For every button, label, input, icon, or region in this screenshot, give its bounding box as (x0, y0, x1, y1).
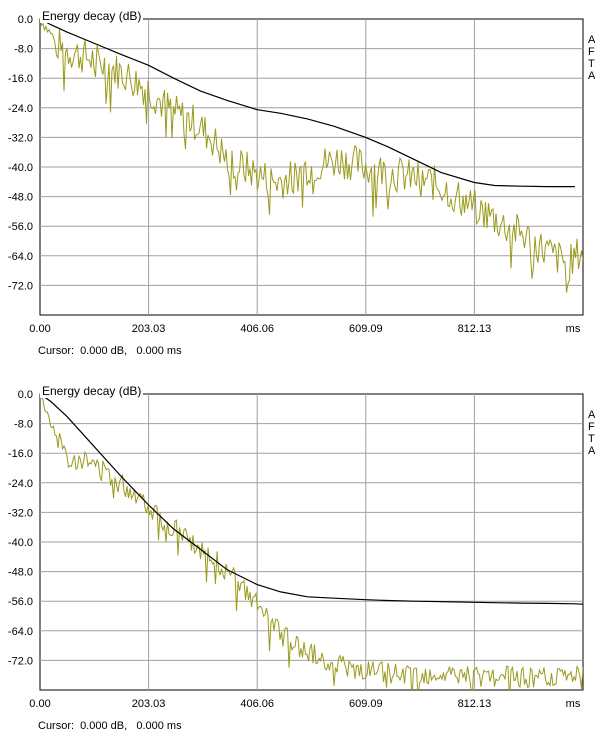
decay-chart-bottom: 0.0 -8.0 -16.0 -24.0 -32.0 -40.0 -48.0 -56.0 -64… (0, 375, 595, 735)
side-info: A F T A (588, 34, 595, 82)
x-tick-label: 406.06 (240, 323, 274, 335)
x-tick-label: 0.00 (29, 698, 50, 710)
cursor-value: 0.000 dB, 0.000 ms (80, 345, 182, 357)
side-info-line: F (588, 421, 595, 433)
x-tick-label: 609.09 (349, 698, 383, 710)
y-tick-label: -48.0 (8, 567, 33, 579)
y-tick-label: -56.0 (8, 596, 33, 608)
y-tick-label: -8.0 (14, 419, 33, 431)
x-tick-label: ms (566, 323, 581, 335)
side-info-line: F (588, 46, 595, 58)
side-info-line: A (588, 409, 595, 421)
cursor-readout: Cursor: 0.000 dB, 0.000 ms (38, 720, 182, 732)
y-tick-label: -32.0 (8, 132, 33, 144)
y-tick-label: -40.0 (8, 537, 33, 549)
series-decay-line (40, 394, 583, 605)
x-tick-label: 609.09 (349, 323, 383, 335)
y-tick-label: -72.0 (8, 655, 33, 667)
x-tick-label: 203.03 (132, 698, 166, 710)
cursor-label: Cursor: (38, 345, 75, 357)
side-info-line: A (588, 34, 595, 46)
y-tick-label: -56.0 (8, 221, 33, 233)
y-tick-label: 0.0 (18, 389, 33, 401)
y-tick-label: -16.0 (8, 448, 33, 460)
chart-title: Energy decay (dB) (40, 9, 144, 23)
side-info: A F T A (588, 409, 595, 457)
chart-plot-top: 0.0 -8.0 -16.0 -24.0 -32.0 -40.0 -48.0 -56.0 -64… (8, 14, 584, 335)
chart-plot-bottom: 0.0 -8.0 -16.0 -24.0 -32.0 -40.0 -48.0 -56.0 -64… (8, 389, 584, 710)
y-tick-label: -64.0 (8, 251, 33, 263)
decay-chart-top: 0.0 -8.0 -16.0 -24.0 -32.0 -40.0 -48.0 -56.0 -64… (0, 0, 595, 360)
side-info-line: A (588, 70, 595, 82)
cursor-label: Cursor: (38, 720, 75, 732)
y-tick-label: -16.0 (8, 73, 33, 85)
y-tick-label: -8.0 (14, 44, 33, 56)
y-tick-label: -32.0 (8, 507, 33, 519)
x-tick-label: 812.13 (458, 323, 492, 335)
series-etc-line (40, 19, 583, 293)
x-tick-label: 812.13 (458, 698, 492, 710)
y-tick-label: -40.0 (8, 162, 33, 174)
chart-title: Energy decay (dB) (40, 384, 144, 398)
y-tick-label: -24.0 (8, 103, 33, 115)
y-tick-label: -24.0 (8, 478, 33, 490)
x-tick-label: 406.06 (240, 698, 274, 710)
y-tick-label: 0.0 (18, 14, 33, 26)
x-tick-label: 203.03 (132, 323, 166, 335)
side-info-line: A (588, 445, 595, 457)
x-tick-label: ms (566, 698, 581, 710)
series-etc-line (40, 396, 583, 690)
x-tick-label: 0.00 (29, 323, 50, 335)
series-decay-line (40, 19, 575, 188)
side-info-line: T (588, 58, 595, 70)
y-tick-label: -64.0 (8, 626, 33, 638)
cursor-readout: Cursor: 0.000 dB, 0.000 ms (38, 345, 182, 357)
cursor-value: 0.000 dB, 0.000 ms (80, 720, 182, 732)
y-tick-label: -48.0 (8, 192, 33, 204)
y-tick-label: -72.0 (8, 280, 33, 292)
side-info-line: T (588, 433, 595, 445)
